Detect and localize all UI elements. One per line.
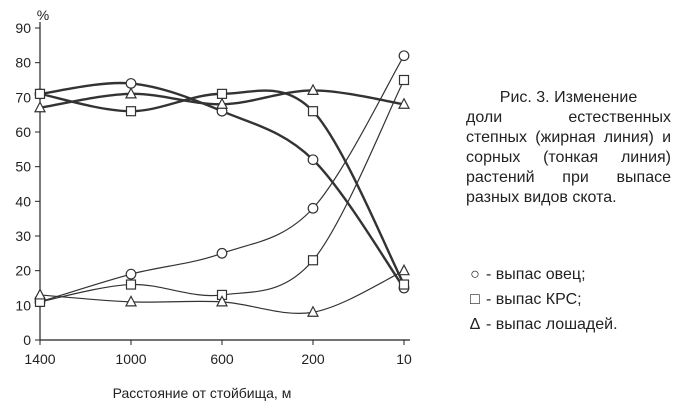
data-point-circle bbox=[125, 268, 137, 280]
series-line bbox=[39, 79, 405, 303]
x-tick-label: 10 bbox=[396, 351, 412, 367]
series-triangle-thin bbox=[34, 263, 410, 317]
y-tick-label: 10 bbox=[15, 297, 31, 313]
data-point-square bbox=[398, 279, 410, 290]
legend-label: - выпас КРС; bbox=[486, 291, 582, 308]
data-point-triangle bbox=[307, 83, 319, 96]
data-point-triangle bbox=[34, 288, 46, 300]
triangle-marker-icon: Δ bbox=[469, 316, 481, 333]
data-point-circle bbox=[398, 50, 410, 62]
data-point-triangle bbox=[34, 100, 46, 113]
y-tick-label: 70 bbox=[15, 89, 31, 105]
y-tick-label: 30 bbox=[15, 228, 31, 244]
data-point-square bbox=[125, 279, 137, 290]
y-tick-label: 80 bbox=[15, 55, 31, 71]
caption-heading: Рис. 3. Изменение bbox=[499, 89, 638, 106]
circle-marker-icon: ○ bbox=[470, 266, 480, 283]
data-point-circle bbox=[216, 247, 228, 259]
y-tick-label: 0 bbox=[23, 332, 31, 348]
data-point-square bbox=[125, 106, 137, 117]
data-point-triangle bbox=[398, 97, 410, 109]
y-axis-unit-label: % bbox=[37, 7, 49, 23]
series-circle-thick bbox=[34, 78, 410, 294]
data-point-triangle bbox=[125, 295, 137, 307]
line-chart: 0 10 20 30 40 50 60 70 80 90 1400 1000 600 200 10 % Ра… bbox=[15, 7, 412, 401]
data-point-circle bbox=[125, 78, 137, 89]
data-point-triangle bbox=[125, 87, 137, 99]
legend-item-horses: Δ - выпас лошадей. bbox=[466, 312, 618, 337]
data-point-circle bbox=[307, 202, 319, 214]
series-triangle-thick bbox=[34, 83, 410, 113]
data-point-square bbox=[307, 255, 319, 266]
data-point-triangle bbox=[307, 305, 319, 317]
data-point-square bbox=[307, 106, 319, 117]
chart-series bbox=[34, 50, 410, 317]
x-tick-label: 200 bbox=[301, 351, 325, 367]
y-tick-label: 60 bbox=[15, 124, 31, 140]
x-tick-label: 1000 bbox=[115, 351, 146, 367]
x-tick-label: 600 bbox=[210, 351, 234, 367]
data-point-square bbox=[398, 74, 410, 86]
y-tick-label: 90 bbox=[15, 20, 31, 36]
data-point-triangle bbox=[398, 263, 410, 276]
legend-label: - выпас овец; bbox=[486, 266, 586, 283]
data-point-square bbox=[34, 88, 46, 99]
square-marker-icon: □ bbox=[470, 291, 480, 308]
series-line bbox=[39, 89, 406, 286]
y-tick-label: 20 bbox=[15, 263, 31, 279]
data-point-square bbox=[216, 88, 228, 99]
series-square-thick bbox=[34, 88, 410, 290]
y-tick-label: 50 bbox=[15, 159, 31, 175]
data-point-triangle bbox=[216, 295, 228, 307]
series-line bbox=[39, 55, 405, 303]
legend-label: - выпас лошадей. bbox=[486, 316, 618, 333]
x-axis-title: Расстояние от стойбища, м bbox=[113, 385, 292, 401]
x-tick-label: 1400 bbox=[24, 351, 55, 367]
data-point-triangle bbox=[216, 97, 228, 109]
data-point-circle bbox=[307, 154, 319, 166]
series-line bbox=[39, 81, 405, 289]
series-square-thin bbox=[34, 74, 410, 307]
legend-item-cattle: □ - выпас КРС; bbox=[466, 287, 618, 312]
figure-caption: Рис. 3. Изменение доли естественных степ… bbox=[466, 88, 671, 208]
legend: ○ - выпас овец; □ - выпас КРС; Δ - выпас… bbox=[466, 262, 618, 337]
caption-text: доли естественных степных (жирная линия)… bbox=[466, 109, 671, 206]
chart-axes: 0 10 20 30 40 50 60 70 80 90 1400 1000 600 200 10 bbox=[15, 20, 412, 367]
legend-item-sheep: ○ - выпас овец; bbox=[466, 262, 618, 287]
y-tick-label: 40 bbox=[15, 193, 31, 209]
